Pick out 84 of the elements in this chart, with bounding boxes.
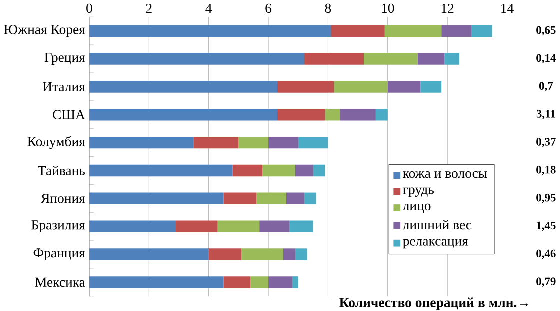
text: 0,46 — [536, 250, 556, 260]
bar — [89, 192, 224, 204]
x-tick-label: 4 — [206, 4, 212, 13]
bar — [242, 248, 284, 260]
bar — [208, 248, 242, 260]
legend-label: лицо — [402, 204, 431, 213]
bar — [277, 80, 334, 93]
x-tick-label: 6 — [266, 4, 272, 13]
bar — [286, 192, 304, 204]
y-tick-label: Бразилия — [32, 220, 86, 232]
legend-label: кожа и волосы — [403, 171, 488, 178]
text: 3,11 — [536, 110, 556, 120]
bar — [89, 53, 304, 65]
bar — [388, 80, 421, 93]
x-tick-label: 12 — [442, 4, 454, 13]
bar — [364, 53, 418, 65]
bar — [262, 164, 296, 176]
bar — [298, 136, 328, 149]
bar — [232, 164, 263, 176]
bar — [420, 80, 442, 93]
x-tick-label: 2 — [146, 4, 152, 13]
bar — [292, 276, 298, 288]
bar — [289, 220, 314, 232]
bar — [260, 220, 290, 232]
y-tick-label: Греция — [44, 52, 86, 65]
x-axis-title: Количество операций в млн.→ — [340, 298, 528, 310]
text: 0,14 — [536, 54, 556, 64]
bar — [471, 25, 492, 37]
bar — [384, 25, 442, 37]
legend-label: грудь — [403, 188, 434, 197]
bar — [334, 80, 388, 93]
bar — [89, 220, 176, 232]
bar — [224, 276, 251, 288]
bar — [89, 276, 224, 288]
text: 0,37 — [536, 138, 556, 148]
bar — [238, 136, 269, 149]
bar — [268, 136, 298, 149]
text: 0,65 — [536, 26, 556, 36]
y-tick-label: Италия — [42, 82, 86, 92]
text: 0,95 — [536, 194, 556, 204]
x-tick-label: 14 — [502, 4, 514, 13]
bar — [295, 248, 308, 260]
bar — [218, 220, 260, 232]
bar — [442, 25, 472, 37]
bar — [176, 220, 218, 232]
bar — [304, 53, 364, 65]
bar — [444, 53, 460, 65]
legend-label: лишний вес — [402, 220, 472, 230]
text: 0,18 — [536, 166, 556, 176]
bar — [277, 108, 326, 121]
bar — [331, 25, 385, 37]
bar — [256, 192, 286, 204]
y-tick-label: Франция — [34, 248, 86, 260]
bar — [89, 248, 209, 260]
bar — [89, 80, 278, 93]
bar — [194, 136, 239, 149]
bar — [89, 164, 233, 176]
bar — [376, 108, 388, 121]
bar — [250, 276, 269, 288]
y-tick-label: США — [53, 110, 86, 120]
bar — [224, 192, 257, 204]
text: 0,79 — [536, 278, 556, 287]
text: 0,7 — [539, 82, 554, 92]
bar — [340, 108, 376, 121]
bar — [283, 248, 296, 260]
x-tick-label: 8 — [325, 4, 332, 13]
bar — [313, 164, 326, 176]
bar — [89, 108, 278, 121]
x-tick-label: 10 — [382, 4, 394, 13]
bar — [89, 25, 332, 37]
bar — [304, 192, 316, 204]
legend-label: релаксация — [403, 239, 468, 248]
bar — [325, 108, 340, 121]
y-tick-label: Тайвань — [38, 166, 86, 176]
y-tick-label: Колумбия — [28, 136, 86, 150]
y-tick-label: Южная Корея — [4, 24, 86, 37]
x-tick-label: 0 — [86, 4, 92, 13]
bar — [268, 276, 292, 288]
bar — [295, 164, 314, 176]
y-tick-label: Япония — [41, 194, 86, 204]
bar — [418, 53, 445, 65]
bar — [89, 136, 194, 149]
text: 1,45 — [537, 222, 556, 232]
y-tick-label: Мексика — [35, 278, 86, 287]
